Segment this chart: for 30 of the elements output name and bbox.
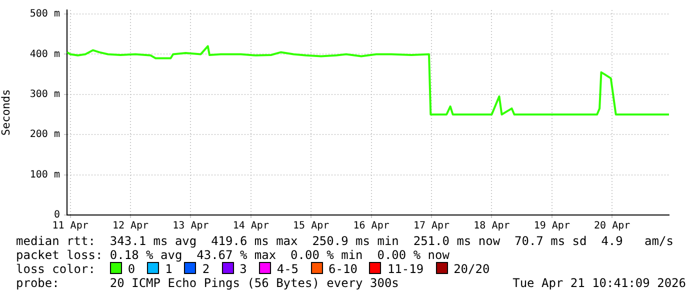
text: packet loss: 0.18 % avg 43.67 % max 0.00 % min 0.00 % now: [16, 248, 450, 262]
y-tick-label: 200 m: [30, 129, 60, 140]
text: Tue Apr 21 10:41:09 2026: [512, 276, 686, 290]
legend-label: 1: [165, 262, 172, 276]
legend-label: 20/20: [454, 262, 490, 276]
x-tick-label: 14 Apr: [232, 220, 269, 232]
y-tick-label: 100 m: [30, 169, 60, 180]
x-tick-label: 11 Apr: [52, 220, 88, 232]
y-axis-title: Seconds: [0, 89, 12, 136]
y-tick-label: 0: [54, 210, 60, 221]
legend-label: 2: [202, 262, 210, 276]
x-tick-label: 16 Apr: [353, 220, 390, 232]
x-tick-label: 13 Apr: [172, 220, 209, 232]
y-tick-label: 300 m: [30, 89, 60, 100]
x-tick-label: 17 Apr: [413, 220, 450, 232]
y-tick-label: 400 m: [30, 48, 60, 60]
x-tick-label: 20 Apr: [594, 220, 630, 232]
legend-label: 11-19: [387, 262, 424, 276]
legend-title: loss color:: [16, 262, 96, 276]
y-tick-label: 500 m: [30, 8, 60, 20]
x-tick-label: 15 Apr: [293, 220, 330, 232]
legend-label: 3: [240, 262, 247, 276]
x-tick-label: 18 Apr: [474, 220, 510, 232]
legend-label: 6-10: [328, 262, 358, 276]
x-tick-label: 12 Apr: [112, 220, 149, 232]
x-tick-label: 19 Apr: [534, 220, 570, 232]
text: median rtt: 343.1 ms avg 419.6 ms max 250.9 ms min 251.0 ms now 70.7 ms sd 4.9 am/s: [16, 234, 674, 248]
text: probe: 20 ICMP Echo Pings (56 Bytes) every 300s: [16, 276, 399, 290]
legend-label: 0: [128, 262, 136, 276]
legend-label: 4-5: [276, 262, 299, 276]
